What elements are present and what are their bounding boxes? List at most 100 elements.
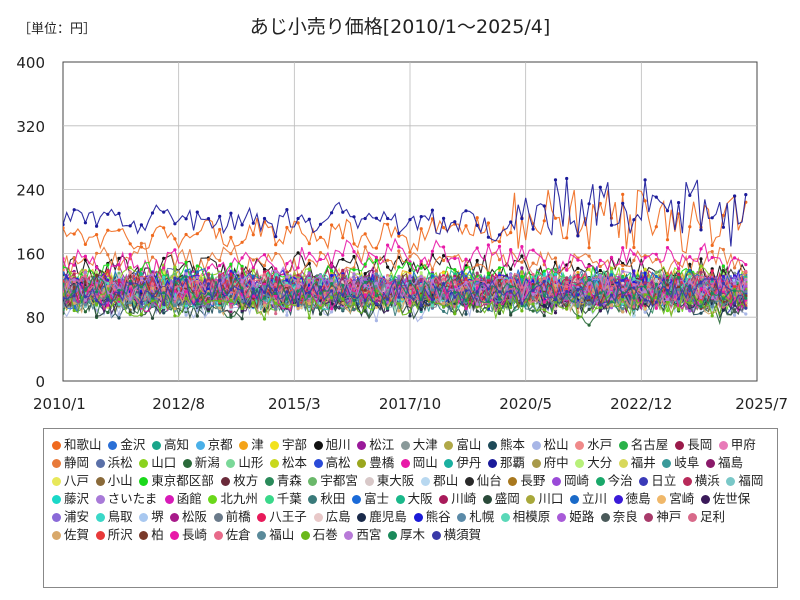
series-point <box>330 223 334 227</box>
series-point <box>665 238 670 242</box>
series-point <box>710 299 714 303</box>
series-point <box>307 242 311 246</box>
series-point <box>218 263 222 268</box>
series-point <box>688 255 692 259</box>
series-point <box>643 310 647 314</box>
series-point <box>699 311 703 315</box>
series-point <box>475 271 479 275</box>
series-point <box>251 266 255 270</box>
y-tick-label: 400 <box>16 54 45 72</box>
series-point <box>721 264 726 268</box>
series-point <box>296 216 300 221</box>
series-point <box>744 312 748 316</box>
series-point <box>195 314 199 318</box>
series-point <box>654 195 658 199</box>
series-point <box>576 266 580 270</box>
series-point <box>374 272 378 276</box>
series-point <box>83 221 87 225</box>
series-point <box>262 301 267 305</box>
series-point <box>609 273 614 277</box>
series-point <box>251 221 255 225</box>
series-point <box>453 220 457 224</box>
series-point <box>475 216 479 220</box>
series-point <box>341 236 345 240</box>
series-point <box>262 264 267 268</box>
series-point <box>542 269 546 273</box>
series-point <box>419 271 423 275</box>
series-point <box>721 225 726 229</box>
series-point <box>576 258 580 262</box>
series-point <box>486 221 490 225</box>
series-point <box>229 262 233 266</box>
series-point <box>699 270 703 274</box>
series-point <box>587 267 591 271</box>
series-point <box>587 246 591 250</box>
series-point <box>598 201 602 206</box>
series-point <box>229 309 233 314</box>
series-point <box>464 278 468 282</box>
series-point <box>240 240 244 244</box>
series-point <box>262 253 267 257</box>
series-point <box>565 176 569 181</box>
series-point <box>162 226 166 230</box>
series-point <box>352 215 356 219</box>
series-point <box>509 313 513 317</box>
series-point <box>386 216 390 221</box>
series-point <box>609 266 614 270</box>
series-point <box>229 252 233 256</box>
series-point <box>710 216 714 220</box>
series-point <box>128 266 132 270</box>
x-tick-label: 2012/8 <box>152 395 205 413</box>
series-point <box>733 194 737 198</box>
series-point <box>475 309 479 313</box>
series-point <box>609 255 614 259</box>
series-point <box>139 241 143 245</box>
series-point <box>542 272 546 276</box>
series-point <box>397 274 401 278</box>
series-point <box>63 223 65 227</box>
y-tick-label: 320 <box>16 118 45 136</box>
series-point <box>262 267 267 271</box>
series-point <box>296 266 300 270</box>
series-point <box>117 316 121 320</box>
series-point <box>184 304 188 308</box>
series-point <box>274 312 278 316</box>
series-point <box>83 258 87 262</box>
unit-label: ［単位：円］ <box>18 22 97 37</box>
series-point <box>330 263 334 267</box>
series-point <box>721 308 726 312</box>
chart-title: あじ小売り価格[2010/1～2025/4] <box>249 16 551 38</box>
series-point <box>397 249 401 253</box>
series-point <box>621 246 625 250</box>
series-point <box>733 313 737 317</box>
series-point <box>553 216 558 220</box>
x-tick-label: 2017/10 <box>379 395 441 413</box>
series-point <box>285 278 289 282</box>
series-point <box>173 237 177 241</box>
series-point <box>598 264 602 269</box>
series-point <box>150 255 155 259</box>
series-point <box>173 265 177 269</box>
series-point <box>218 258 222 263</box>
series-point <box>688 305 692 309</box>
series-point <box>699 228 703 232</box>
series-point <box>733 310 737 314</box>
series-point <box>486 275 490 279</box>
series-point <box>699 247 703 251</box>
series-point <box>721 274 726 279</box>
series-point <box>374 255 378 259</box>
series-point <box>710 243 714 247</box>
series-point <box>520 217 524 221</box>
series-point <box>386 222 390 226</box>
series-point <box>274 243 278 247</box>
series-point <box>117 263 121 267</box>
series-point <box>419 259 423 263</box>
series-point <box>374 216 378 220</box>
series-point <box>240 256 244 260</box>
series-point <box>576 270 580 275</box>
series-point <box>531 261 535 265</box>
series-point <box>497 266 502 270</box>
series-point <box>296 273 300 277</box>
series-point <box>464 266 468 270</box>
series-point <box>531 309 535 313</box>
